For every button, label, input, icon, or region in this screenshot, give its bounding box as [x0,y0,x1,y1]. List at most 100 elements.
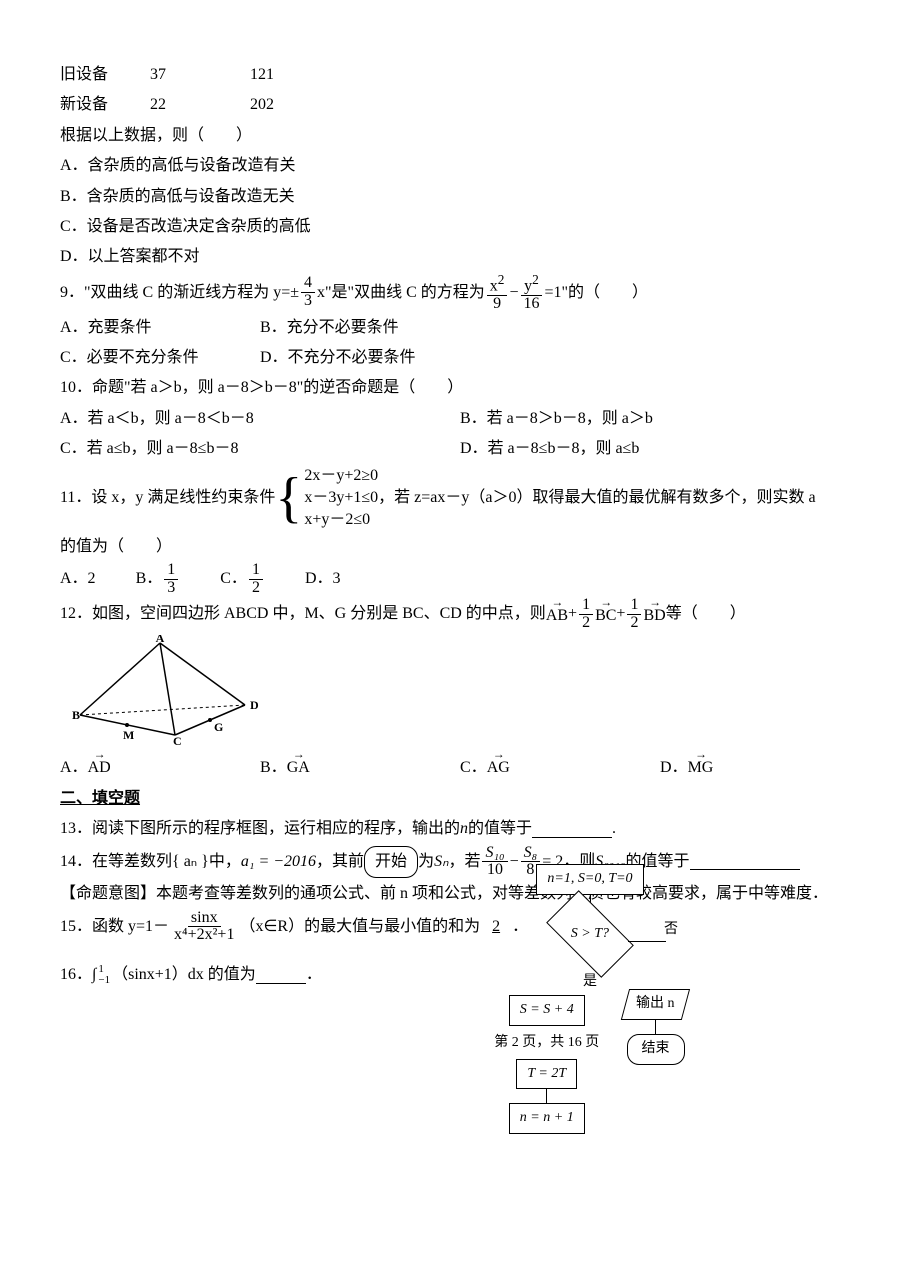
lower-limit: −1 [98,975,110,986]
option-c: C．若 a≤b，则 a－8≤b－8 [60,434,460,464]
out-text: 输出 n [636,991,675,1018]
den: 3 [301,293,315,310]
text: 14．在等差数列 [60,847,172,877]
cell: 121 [250,60,350,90]
cell: 37 [150,60,250,90]
question-11: 11．设 x，y 满足线性约束条件 { 2x－y+2≥0 x－3y+1≤0 x+… [60,465,860,532]
fc-output: 输出 n [621,989,690,1020]
fc-init: n=1, S=0, T=0 [536,864,643,895]
num: sinx [188,910,221,928]
text: 11．设 x，y 满足线性约束条件 [60,483,275,513]
fraction: x2 9 [487,273,508,313]
fc-end: 结束 [627,1034,685,1065]
option-a: A．充要条件 [60,313,260,343]
option-b: B．GA [260,749,460,783]
options: A．充要条件 B．充分不必要条件 [60,313,860,343]
fill-section: 13．阅读下图所示的程序框图，运行相应的程序，输出的 n 的值等于 . 14．在… [60,814,860,990]
option-c: C．必要不充分条件 [60,343,260,373]
option-d: D．MG [660,749,860,783]
num: 1 [627,597,641,615]
num: y2 [521,273,542,296]
constraint: x－3y+1≤0 [304,487,378,509]
svg-text:M: M [123,728,134,742]
brace-system: { 2x－y+2≥0 x－3y+1≤0 x+y－2≤0 [275,465,378,532]
option-a: A．2 [60,564,96,594]
fraction: 4 3 [301,275,315,310]
text: 12．如图，空间四边形 ABCD 中，M、G 分别是 BC、CD 的中点，则 [60,599,546,629]
vector: AD [88,749,111,783]
lhs: x+y－2 [304,511,353,528]
den: 3 [164,580,178,597]
num: 1 [249,562,263,580]
rhs: 0 [370,489,378,506]
den: 2 [627,615,641,632]
options: A．AD B．GA C．AG D．MG [60,749,860,783]
minus: − [509,278,518,308]
text: 中， [209,847,241,877]
fc-yes-label: 是 [583,969,597,996]
text: ，其前 [316,847,364,877]
vector: AG [487,749,510,783]
fc-no-label: 否 [664,917,678,944]
option-a: A．含杂质的高低与设备改造有关 [60,151,860,181]
text: 的值等于 [468,814,532,844]
question-13: 13．阅读下图所示的程序框图，运行相应的程序，输出的 n 的值等于 . [60,814,860,844]
section-heading: 二、填空题 [60,784,860,814]
lhs: 2x－y+2 [304,467,361,484]
tetrahedron-figure: A B C D M G [60,635,260,745]
den: 2 [249,580,263,597]
svg-text:A: A [156,635,165,645]
text: 9．"双曲线 C 的渐近线方程为 y=± [60,278,299,308]
vector-ab: AB [546,597,568,631]
option-c: C．12 [220,562,265,597]
sn: Sₙ [434,847,448,877]
vector: GA [287,749,310,783]
label: A． [60,759,88,776]
option-b: B．13 [136,562,181,597]
label: B． [136,570,163,587]
text: 等（ ） [666,599,746,629]
fc-step: S = S + 4 [509,995,585,1026]
question-11-tail: 的值为（ ） [60,532,860,562]
text: ，若 z=ax－y（a＞0）取得最大值的最优解有数多个，则实数 a [378,483,815,513]
options: C．若 a≤b，则 a－8≤b－8 D．若 a－8≤b－8，则 a≤b [60,434,860,464]
var: x [490,277,498,294]
label: B． [260,759,287,776]
flowchart: n=1, S=0, T=0 S > T? 否 是 S = S + 4 第 2 页… [460,852,720,1134]
question-10: 10．命题"若 a＞b，则 a－8＞b－8"的逆否命题是（ ） [60,373,860,403]
vector-bd: BD [643,597,665,631]
text: （sinx+1）dx 的值为 [112,960,256,990]
svg-text:G: G [214,720,223,734]
text: （x∈R）的最大值与最小值的和为 [239,912,480,942]
fraction: y2 16 [520,273,542,313]
var: y [524,277,532,294]
text: =1"的（ ） [544,278,648,308]
text: 13．阅读下图所示的程序框图，运行相应的程序，输出的 [60,814,460,844]
rhs: 0 [362,511,370,528]
period: ． [306,960,322,990]
question-9: 9．"双曲线 C 的渐近线方程为 y=± 4 3 x"是"双曲线 C 的方程为 … [60,273,860,313]
question-lead: 根据以上数据，则（ ） [60,121,860,151]
fc-step: n = n + 1 [509,1103,585,1134]
options: A．2 B．13 C．12 D．3 [60,562,860,597]
lhs: x－3y+1 [304,489,361,506]
blank [256,967,306,984]
option-b: B．若 a－8＞b－8，则 a＞b [460,404,860,434]
svg-text:B: B [72,708,80,722]
table-row-new: 新设备 22 202 [60,90,860,120]
svg-text:D: D [250,698,259,712]
cell: 22 [150,90,250,120]
svg-text:C: C [173,734,182,745]
label: D． [660,759,688,776]
seq: { aₙ } [172,847,209,877]
fc-condition: S > T? [546,890,634,978]
var-n: n [460,814,468,844]
option-d: D．以上答案都不对 [60,242,860,272]
den: x⁴+2x²+1 [171,927,237,944]
cell: 新设备 [60,90,150,120]
options: C．必要不充分条件 D．不充分不必要条件 [60,343,860,373]
cell: 旧设备 [60,60,150,90]
rhs: 0 [370,467,378,484]
text: 16．∫ [60,960,96,990]
a1: a₁ = −2016 [241,847,316,877]
